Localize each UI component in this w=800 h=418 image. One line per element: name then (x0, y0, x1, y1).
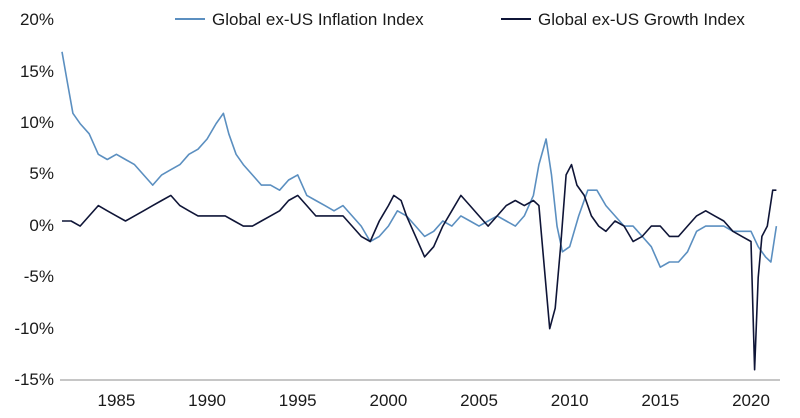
x-tick-label: 1985 (97, 391, 135, 410)
legend-label-inflation: Global ex-US Inflation Index (212, 10, 424, 29)
x-tick-label: 2000 (369, 391, 407, 410)
y-axis-ticks: 20% 15% 10% 5% 0% -5% -10% -15% (14, 10, 54, 389)
x-tick-label: 1990 (188, 391, 226, 410)
x-tick-label: 2020 (732, 391, 770, 410)
y-tick-label: 20% (20, 10, 54, 29)
x-axis-ticks: 1985 1990 1995 2000 2005 2010 2015 2020 (97, 391, 769, 410)
y-tick-label: 0% (29, 216, 54, 235)
y-tick-label: -10% (14, 319, 54, 338)
x-tick-label: 2005 (460, 391, 498, 410)
y-tick-label: 10% (20, 113, 54, 132)
series-line-inflation (61, 51, 778, 268)
y-tick-label: -5% (24, 267, 54, 286)
x-tick-label: 2010 (551, 391, 589, 410)
legend: Global ex-US Inflation Index Global ex-U… (175, 10, 745, 29)
y-tick-label: -15% (14, 370, 54, 389)
y-tick-label: 15% (20, 62, 54, 81)
x-tick-label: 2015 (641, 391, 679, 410)
x-tick-label: 1995 (279, 391, 317, 410)
legend-label-growth: Global ex-US Growth Index (538, 10, 745, 29)
y-tick-label: 5% (29, 164, 54, 183)
series-line-growth (62, 163, 777, 371)
